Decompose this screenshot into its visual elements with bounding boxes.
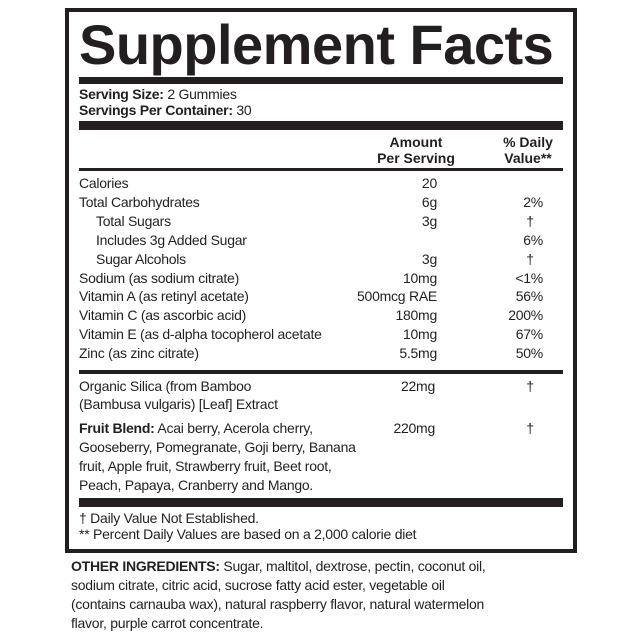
nutrient-amount: 3g xyxy=(421,212,437,229)
nutrient-name: Total Carbohydrates xyxy=(79,193,200,210)
silica-dv: † xyxy=(526,378,534,394)
fruit-blend-amount: 220mg xyxy=(393,420,435,436)
fruit-blend-line: Peach, Papaya, Cranberry and Mango. xyxy=(79,477,314,493)
nutrient-name: Sodium (as sodium citrate) xyxy=(79,269,240,286)
nutrient-daily-value: 67% xyxy=(515,326,544,343)
nutrient-name: Sugar Alcohols xyxy=(96,250,186,267)
serving-size-label: Serving Size: xyxy=(79,86,164,102)
footnote-dagger: † Daily Value Not Established. xyxy=(79,510,259,526)
divider-bar xyxy=(79,121,563,130)
nutrient-daily-value: 200% xyxy=(508,307,543,324)
nutrient-amount: 5.5mg xyxy=(399,345,437,362)
nutrient-amount: 10mg xyxy=(402,326,437,343)
other-ingredients-label: OTHER INGREDIENTS: xyxy=(71,558,220,574)
nutrient-daily-value: <1% xyxy=(515,269,543,286)
nutrient-amount: 20 xyxy=(421,175,437,191)
nutrient-amount: 500mcg RAE xyxy=(357,288,437,305)
nutrient-name: Vitamin A (as retinyl acetate) xyxy=(79,288,249,305)
fruit-blend-text: Acai berry, Acerola cherry, xyxy=(154,420,313,436)
fruit-blend-line: Gooseberry, Pomegranate, Goji berry, Ban… xyxy=(79,439,356,455)
nutrient-amount: 3g xyxy=(421,250,437,267)
servings-value: 30 xyxy=(236,102,252,118)
servings-per-container: Servings Per Container: 30 xyxy=(79,101,252,120)
panel-title: Supplement Facts xyxy=(79,13,554,76)
servings-label: Servings Per Container: xyxy=(79,102,233,118)
serving-size-value: 2 Gummies xyxy=(167,86,237,102)
nutrient-amount: 180mg xyxy=(395,307,437,324)
nutrient-daily-value: 56% xyxy=(515,288,544,305)
nutrient-amount: 6g xyxy=(421,193,437,210)
divider-line xyxy=(79,168,563,171)
amount-header-line: Amount xyxy=(389,134,443,150)
amount-header: Amount Per Serving xyxy=(356,134,476,166)
silica-amount: 22mg xyxy=(400,378,435,394)
other-ingredients-line: OTHER INGREDIENTS: Sugar, maltitol, dext… xyxy=(71,557,486,576)
other-ingredients-line: (contains carnauba wax), natural raspber… xyxy=(71,596,485,612)
silica-name: Organic Silica (from Bamboo xyxy=(79,378,252,394)
nutrient-name: Vitamin E (as d-alpha tocopherol acetate xyxy=(79,326,322,343)
fruit-blend-label: Fruit Blend: xyxy=(79,420,155,436)
other-ingredients-line: sodium citrate, citric acid, sucrose fat… xyxy=(71,577,445,593)
nutrient-daily-value: † xyxy=(526,250,534,267)
other-ingredients-line: flavor, purple carrot concentrate. xyxy=(71,615,264,631)
serving-size: Serving Size: 2 Gummies xyxy=(79,85,237,104)
nutrient-name: Zinc (as zinc citrate) xyxy=(79,345,199,362)
fruit-blend-line: fruit, Apple fruit, Strawberry fruit, Be… xyxy=(79,458,332,474)
dv-header-line: Value** xyxy=(504,150,552,166)
supplement-facts-panel xyxy=(65,8,577,553)
other-ingredients-text: Sugar, maltitol, dextrose, pectin, cocon… xyxy=(219,558,486,574)
nutrient-name: Vitamin C (as ascorbic acid) xyxy=(79,307,247,324)
nutrient-name: Includes 3g Added Sugar xyxy=(96,231,247,248)
nutrient-name: Calories xyxy=(79,175,129,191)
nutrient-daily-value: 50% xyxy=(515,345,544,362)
nutrient-daily-value: 6% xyxy=(523,231,543,248)
dv-header-line: % Daily xyxy=(503,134,553,150)
divider-bar xyxy=(79,77,563,84)
nutrient-daily-value: † xyxy=(526,212,534,229)
footnote-percent: ** Percent Daily Values are based on a 2… xyxy=(79,526,417,542)
nutrient-daily-value: 2% xyxy=(523,193,543,210)
nutrient-amount: 10mg xyxy=(402,269,437,286)
daily-value-header: % Daily Value** xyxy=(488,134,568,166)
fruit-blend-dv: † xyxy=(526,420,534,436)
amount-header-line: Per Serving xyxy=(377,150,455,166)
divider-bar xyxy=(79,498,563,507)
silica-name-2: (Bambusa vulgaris) [Leaf] Extract xyxy=(79,396,278,412)
fruit-blend-line: Fruit Blend: Acai berry, Acerola cherry, xyxy=(79,419,313,438)
nutrient-name: Total Sugars xyxy=(96,212,171,229)
divider-bar xyxy=(79,370,563,374)
